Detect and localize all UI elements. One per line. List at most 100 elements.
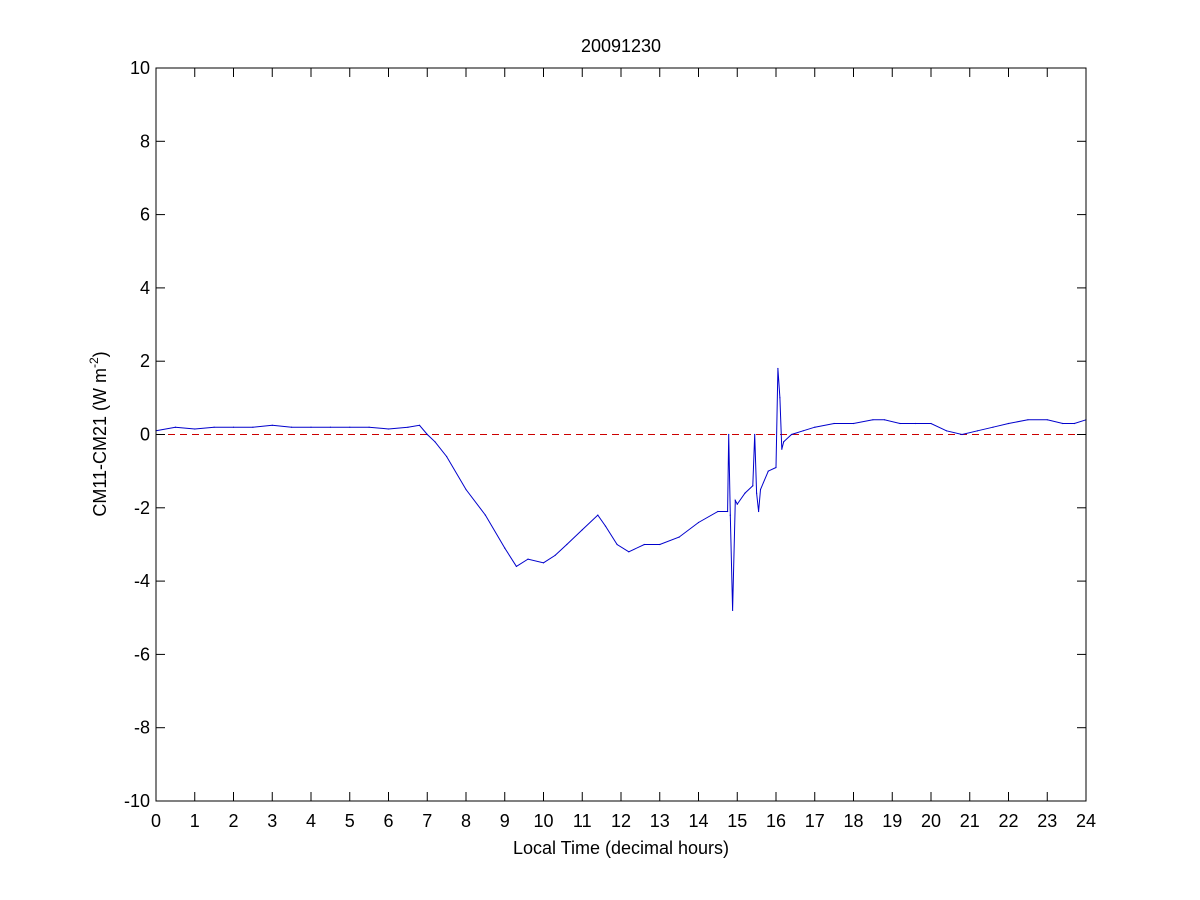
data-point: [961, 433, 963, 436]
x-axis-label: Local Time (decimal hours): [513, 838, 729, 858]
x-tick-label: 16: [766, 811, 786, 831]
data-point: [899, 422, 901, 425]
y-tick-label: 10: [130, 58, 150, 78]
x-tick-label: 20: [921, 811, 941, 831]
y-tick-label: -8: [134, 718, 150, 738]
data-point: [758, 510, 760, 513]
data-point: [659, 543, 661, 546]
x-tick-label: 21: [960, 811, 980, 831]
data-point: [604, 525, 607, 527]
data-point: [628, 551, 630, 553]
y-tick-label: -2: [134, 498, 150, 518]
data-point: [914, 422, 917, 425]
data-point: [777, 367, 779, 370]
data-point: [174, 426, 176, 428]
x-tick-label: 18: [843, 811, 863, 831]
data-point: [542, 562, 545, 564]
data-point: [213, 426, 215, 428]
data-point: [616, 543, 618, 546]
data-point: [504, 547, 506, 549]
x-tick-label: 11: [573, 811, 592, 831]
data-point: [349, 426, 351, 428]
data-point: [291, 426, 293, 428]
data-point: [759, 488, 762, 491]
data-point: [418, 424, 421, 426]
data-point: [729, 514, 731, 516]
data-point: [1007, 422, 1010, 425]
x-tick-label: 22: [998, 811, 1018, 831]
data-point: [252, 426, 254, 428]
x-tick-label: 15: [727, 811, 747, 831]
data-point: [232, 426, 235, 428]
data-point: [194, 428, 196, 430]
data-point: [783, 441, 785, 443]
data-point: [581, 529, 583, 531]
y-tick-label: 4: [140, 278, 150, 298]
data-point: [697, 521, 700, 524]
y-tick-label: 6: [140, 205, 150, 225]
data-point: [790, 433, 793, 436]
x-tick-label: 7: [422, 811, 432, 831]
data-point: [484, 514, 486, 516]
y-tick-label: 2: [140, 351, 150, 371]
x-tick-label: 23: [1037, 811, 1057, 831]
y-axis-label-exponent: -2: [87, 357, 101, 368]
data-point: [643, 543, 645, 546]
data-point: [736, 503, 738, 505]
data-point: [732, 609, 734, 612]
y-tick-label: 0: [140, 425, 150, 445]
y-tick-label: -6: [134, 644, 150, 664]
data-point: [717, 510, 719, 513]
x-tick-label: 0: [151, 811, 161, 831]
data-point: [779, 397, 781, 399]
data-point: [434, 441, 436, 443]
data-point: [767, 470, 769, 472]
data-point: [1062, 422, 1064, 425]
x-tick-label: 8: [461, 811, 471, 831]
y-axis-label-close: ): [90, 351, 110, 357]
data-point: [781, 448, 783, 450]
y-tick-label: -10: [124, 791, 150, 811]
data-point: [387, 428, 390, 430]
x-tick-label: 6: [383, 811, 393, 831]
data-point: [728, 433, 730, 436]
data-point: [883, 419, 886, 421]
plot-area: [156, 68, 1086, 801]
data-point: [945, 430, 948, 432]
data-point: [754, 433, 756, 436]
data-point: [744, 492, 746, 494]
data-point: [752, 485, 754, 487]
x-tick-label: 4: [306, 811, 316, 831]
data-point: [1027, 419, 1029, 421]
y-tick-label: -4: [134, 571, 150, 591]
data-point: [775, 466, 777, 469]
data-point: [930, 422, 932, 425]
data-point: [368, 426, 370, 428]
y-axis-label: CM11-CM21 (W m-2): [87, 351, 110, 516]
series-line: [155, 368, 1087, 611]
data-point: [1046, 419, 1048, 421]
x-tick-label: 2: [228, 811, 238, 831]
x-tick-label: 17: [805, 811, 825, 831]
data-point: [554, 554, 556, 557]
data-point: [678, 536, 680, 538]
data-point: [833, 422, 835, 425]
x-tick-label: 9: [500, 811, 510, 831]
data-point: [329, 426, 331, 428]
x-tick-label: 14: [688, 811, 708, 831]
data-point: [1073, 422, 1075, 425]
data-point: [426, 433, 428, 436]
data-point: [802, 430, 804, 432]
chart-title: 20091230: [581, 36, 661, 56]
data-point: [852, 422, 855, 425]
data-point: [271, 424, 273, 426]
data-point: [527, 558, 529, 560]
y-tick-label: 8: [140, 131, 150, 151]
x-tick-label: 5: [345, 811, 355, 831]
data-point: [566, 543, 568, 546]
data-point: [872, 419, 874, 421]
x-tick-label: 13: [650, 811, 670, 831]
data-point: [976, 430, 979, 432]
data-point: [814, 426, 816, 428]
